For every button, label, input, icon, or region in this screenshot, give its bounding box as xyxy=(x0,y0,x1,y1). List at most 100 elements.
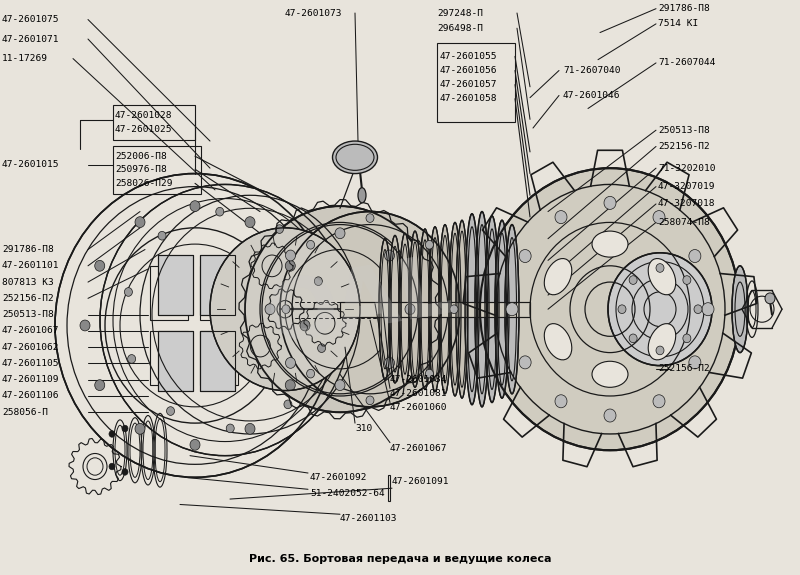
Text: 47-2601092: 47-2601092 xyxy=(310,473,367,482)
Text: 297248-П: 297248-П xyxy=(437,9,483,17)
Circle shape xyxy=(683,334,691,343)
Circle shape xyxy=(405,304,415,315)
Ellipse shape xyxy=(389,235,401,383)
Bar xyxy=(200,266,238,320)
Circle shape xyxy=(245,217,255,228)
Circle shape xyxy=(190,201,200,212)
Text: 47-2601015: 47-2601015 xyxy=(2,160,59,170)
Text: 250513-П8: 250513-П8 xyxy=(658,126,710,135)
Text: 51-2402052-64: 51-2402052-64 xyxy=(310,489,385,498)
Ellipse shape xyxy=(465,214,479,405)
Text: 258074-П8: 258074-П8 xyxy=(658,218,710,227)
Circle shape xyxy=(286,358,295,369)
Bar xyxy=(340,302,530,317)
Circle shape xyxy=(689,356,701,369)
Text: 47-2601075: 47-2601075 xyxy=(2,15,59,24)
Text: 7514 КI: 7514 КI xyxy=(658,20,698,28)
Circle shape xyxy=(122,426,128,432)
Text: 47-2601055: 47-2601055 xyxy=(440,52,498,61)
Circle shape xyxy=(702,302,714,316)
Circle shape xyxy=(166,407,174,415)
Circle shape xyxy=(694,305,702,313)
Ellipse shape xyxy=(505,225,519,394)
Text: 11-17269: 11-17269 xyxy=(2,54,48,63)
Text: 47-2601071: 47-2601071 xyxy=(2,34,59,44)
Ellipse shape xyxy=(409,231,421,388)
Ellipse shape xyxy=(333,141,378,174)
Circle shape xyxy=(122,469,128,475)
Text: 807813 К3: 807813 К3 xyxy=(2,278,54,286)
Circle shape xyxy=(604,409,616,422)
Ellipse shape xyxy=(429,227,441,392)
Text: 47-2601034: 47-2601034 xyxy=(390,375,447,384)
Circle shape xyxy=(314,277,322,286)
Bar xyxy=(150,266,188,320)
Circle shape xyxy=(190,439,200,450)
Text: 258026-П29: 258026-П29 xyxy=(115,179,173,188)
Circle shape xyxy=(80,320,90,331)
Text: 252156-П2: 252156-П2 xyxy=(2,294,54,303)
Bar xyxy=(200,255,235,315)
Text: 47-2601101: 47-2601101 xyxy=(2,261,59,270)
Bar xyxy=(113,147,201,194)
Circle shape xyxy=(265,304,275,315)
Circle shape xyxy=(480,168,740,450)
Text: 47-2601106: 47-2601106 xyxy=(2,392,59,401)
Text: 291786-П8: 291786-П8 xyxy=(2,245,54,254)
Text: 47-2601057: 47-2601057 xyxy=(440,80,498,89)
Ellipse shape xyxy=(592,361,628,388)
Circle shape xyxy=(306,240,314,249)
Circle shape xyxy=(519,356,531,369)
Text: 71-3202010: 71-3202010 xyxy=(658,164,715,172)
Circle shape xyxy=(94,260,105,271)
Circle shape xyxy=(653,395,665,408)
Text: 47-2601046: 47-2601046 xyxy=(563,91,621,100)
Circle shape xyxy=(125,288,133,296)
Ellipse shape xyxy=(544,324,572,360)
Circle shape xyxy=(629,275,637,285)
Text: 47-2601067: 47-2601067 xyxy=(390,443,447,453)
Text: 252006-П8: 252006-П8 xyxy=(115,152,166,161)
Text: 47-3207018: 47-3207018 xyxy=(658,200,715,209)
Text: 296498-П: 296498-П xyxy=(437,24,483,33)
Text: 250976-П8: 250976-П8 xyxy=(115,165,166,174)
Circle shape xyxy=(426,369,434,378)
Text: 252156-П2: 252156-П2 xyxy=(658,365,710,373)
Bar xyxy=(158,331,193,390)
Ellipse shape xyxy=(648,259,676,295)
Circle shape xyxy=(226,424,234,433)
Bar xyxy=(113,105,195,140)
Circle shape xyxy=(216,208,224,216)
Text: 47-2601062: 47-2601062 xyxy=(2,343,59,352)
Ellipse shape xyxy=(419,229,431,389)
Bar xyxy=(158,331,193,390)
Circle shape xyxy=(608,253,712,366)
Circle shape xyxy=(683,275,691,285)
Text: 71-2607040: 71-2607040 xyxy=(563,66,621,75)
Circle shape xyxy=(519,250,531,263)
Circle shape xyxy=(555,395,567,408)
Text: 47-2601105: 47-2601105 xyxy=(2,359,59,368)
Text: 47-2601028: 47-2601028 xyxy=(115,110,173,120)
Circle shape xyxy=(245,423,255,434)
Circle shape xyxy=(366,214,374,223)
Circle shape xyxy=(629,334,637,343)
Circle shape xyxy=(109,431,115,437)
Circle shape xyxy=(450,305,458,313)
Text: 47-2601058: 47-2601058 xyxy=(440,94,498,103)
Ellipse shape xyxy=(379,239,391,380)
Bar xyxy=(200,255,235,315)
Text: OAL: OAL xyxy=(262,248,458,360)
Circle shape xyxy=(280,212,460,407)
Circle shape xyxy=(653,210,665,224)
Circle shape xyxy=(100,185,350,455)
Circle shape xyxy=(128,355,136,363)
Ellipse shape xyxy=(732,266,748,352)
Ellipse shape xyxy=(456,220,468,398)
Ellipse shape xyxy=(648,324,676,360)
Circle shape xyxy=(656,346,664,355)
Ellipse shape xyxy=(495,220,509,398)
Ellipse shape xyxy=(592,231,628,257)
Bar xyxy=(158,255,193,315)
Circle shape xyxy=(555,210,567,224)
